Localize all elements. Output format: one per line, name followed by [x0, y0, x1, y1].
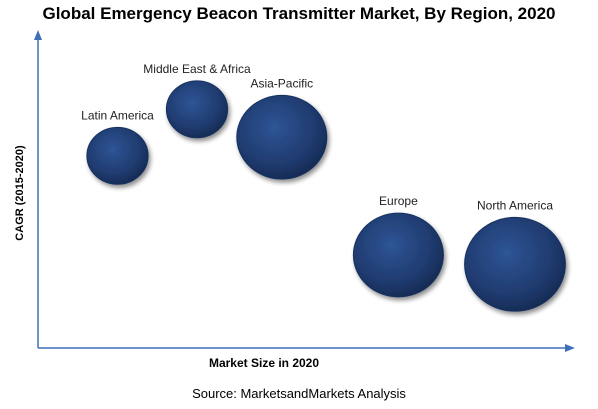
bubble-series: Latin America Middle East & AfricaAsia-Pa…	[81, 62, 566, 312]
source-note: Source: MarketsandMarkets Analysis	[192, 386, 406, 401]
chart-title: Global Emergency Beacon Transmitter Mark…	[42, 4, 556, 23]
bubble-label-middle-east-africa: Middle East & Africa	[143, 62, 251, 76]
x-axis-title: Market Size in 2020	[209, 356, 319, 370]
bubble-label-asia-pacific: Asia-Pacific	[250, 76, 313, 90]
x-axis-arrow	[565, 344, 575, 352]
bubble-middle-east-africa	[165, 80, 229, 139]
bubble-north-america	[464, 216, 566, 312]
y-axis-title: CAGR (2015-2020)	[14, 145, 26, 241]
bubble-asia-pacific	[236, 94, 328, 180]
bubble-label-north-america: North America	[477, 198, 553, 212]
y-axis-arrow	[34, 30, 42, 40]
bubble-europe	[352, 212, 444, 298]
bubble-label-latin-america: Latin America	[81, 108, 154, 122]
bubble-label-europe: Europe	[379, 194, 418, 208]
bubble-latin-america	[86, 126, 149, 185]
